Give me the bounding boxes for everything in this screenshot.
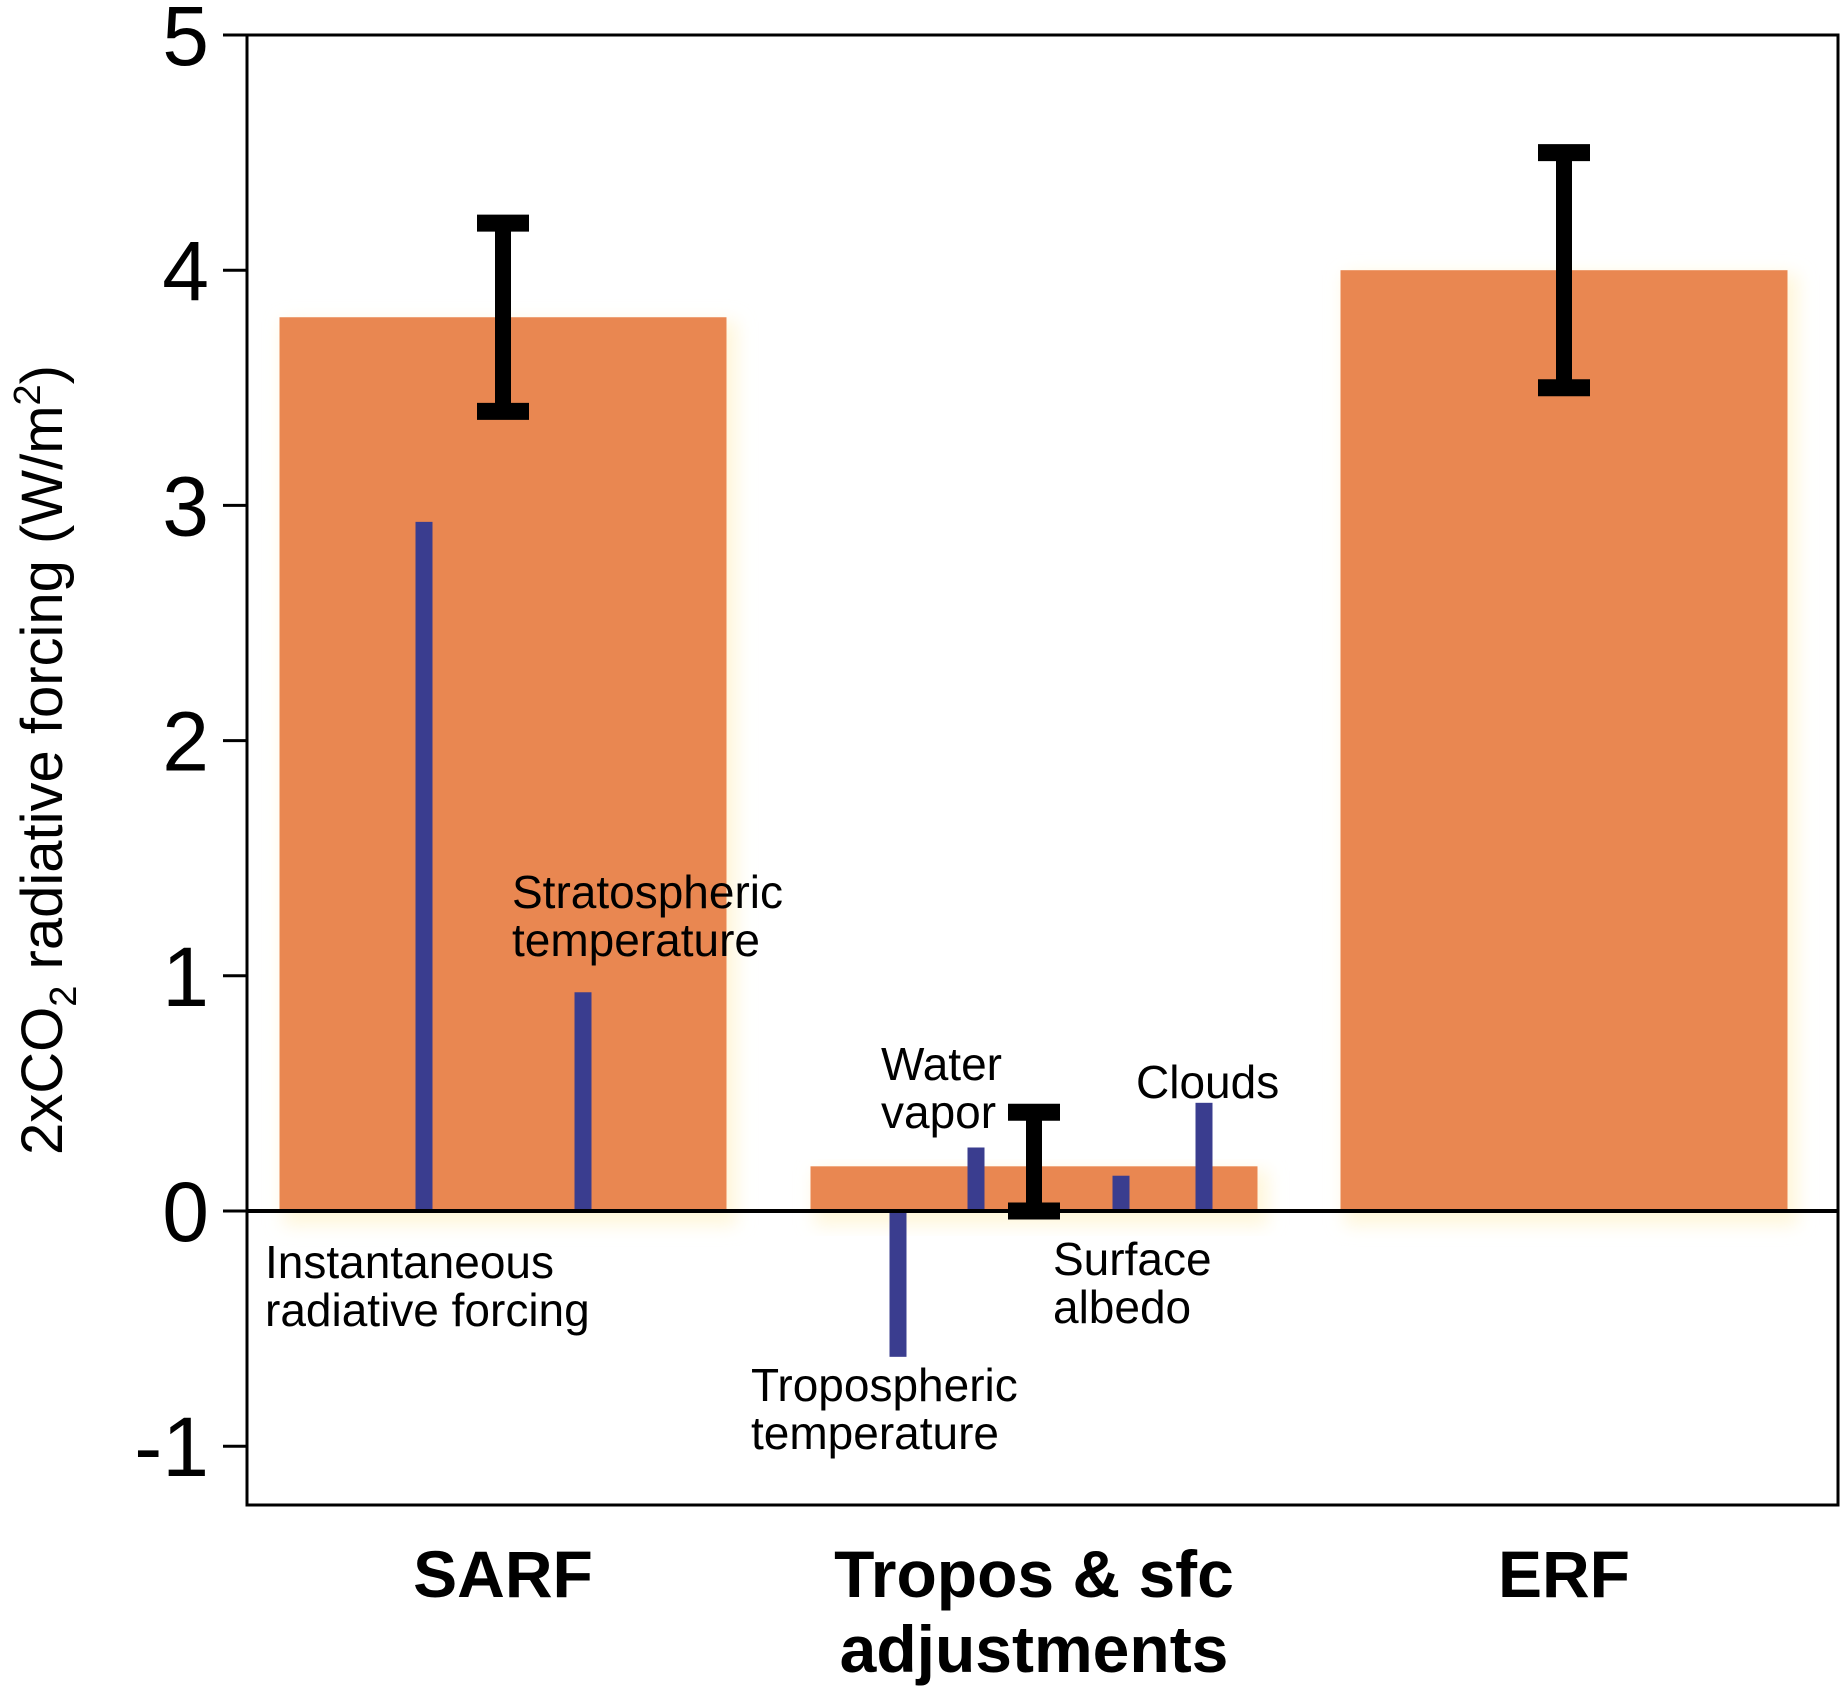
y-tick-label: 1	[162, 930, 209, 1024]
component-label: Stratospheric	[512, 866, 783, 918]
y-tick-label: 5	[162, 0, 209, 83]
component-bar-tropospheric-temperature[interactable]	[889, 1211, 907, 1357]
category-label: SARF	[413, 1537, 593, 1611]
bar-erf[interactable]	[1340, 270, 1788, 1211]
plot-frame	[245, 33, 1840, 1507]
category-label: ERF	[1498, 1537, 1630, 1611]
component-label: vapor	[881, 1086, 996, 1138]
y-tick-label: 0	[162, 1165, 209, 1259]
component-label: Clouds	[1136, 1056, 1279, 1108]
component-bar-instantaneous-radiative-forcing[interactable]	[415, 521, 433, 1211]
bar-sarf[interactable]	[279, 317, 727, 1211]
component-label: temperature	[751, 1407, 999, 1459]
y-tick-label: 2	[162, 695, 209, 789]
component-label: Instantaneous	[265, 1236, 554, 1288]
y-axis-label: 2xCO2 radiative forcing (W/m2)	[7, 365, 85, 1155]
component-bar-clouds[interactable]	[1195, 1102, 1213, 1211]
component-label: radiative forcing	[265, 1284, 590, 1336]
category-label-line2: adjustments	[840, 1612, 1229, 1686]
component-label: temperature	[512, 914, 760, 966]
y-tick-label: 3	[162, 459, 209, 553]
component-label: Tropospheric	[751, 1359, 1018, 1411]
y-tick-label: -1	[134, 1400, 209, 1494]
component-label: Surface	[1053, 1233, 1212, 1285]
component-bar-water-vapor[interactable]	[967, 1147, 985, 1211]
component-label: albedo	[1053, 1281, 1191, 1333]
component-label: Water	[881, 1038, 1002, 1090]
category-label: Tropos & sfc	[834, 1537, 1234, 1611]
component-bar-stratospheric-temperature[interactable]	[574, 992, 592, 1211]
y-tick-label: 4	[162, 224, 209, 318]
component-bar-surface-albedo[interactable]	[1112, 1175, 1130, 1211]
